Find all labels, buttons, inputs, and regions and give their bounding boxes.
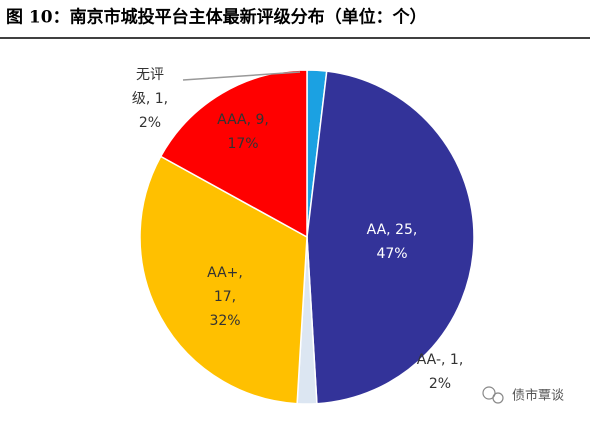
pie-slice [306, 70, 475, 405]
data-label: AA+, [207, 265, 243, 281]
chart-title: 图 10：南京市城投平台主体最新评级分布（单位：个） [6, 7, 427, 28]
data-label: AA-, 1, [417, 352, 464, 368]
data-label: 32% [209, 313, 240, 329]
pie-slice [159, 69, 308, 239]
data-label: 级, 1, [132, 91, 168, 107]
data-label: 2% [429, 376, 451, 392]
data-label: 17, [214, 289, 236, 305]
data-label: 2% [139, 115, 161, 131]
watermark: 债市覃谈 [512, 388, 564, 404]
data-label: 47% [376, 246, 407, 262]
data-label: AAA, 9, [217, 112, 269, 128]
data-label: 无评 [136, 67, 164, 83]
pie-slice [139, 155, 308, 405]
data-label: 17% [227, 136, 258, 152]
watermark-icon [482, 386, 504, 404]
leader-line [182, 71, 301, 81]
data-label: AA, 25, [367, 222, 418, 238]
